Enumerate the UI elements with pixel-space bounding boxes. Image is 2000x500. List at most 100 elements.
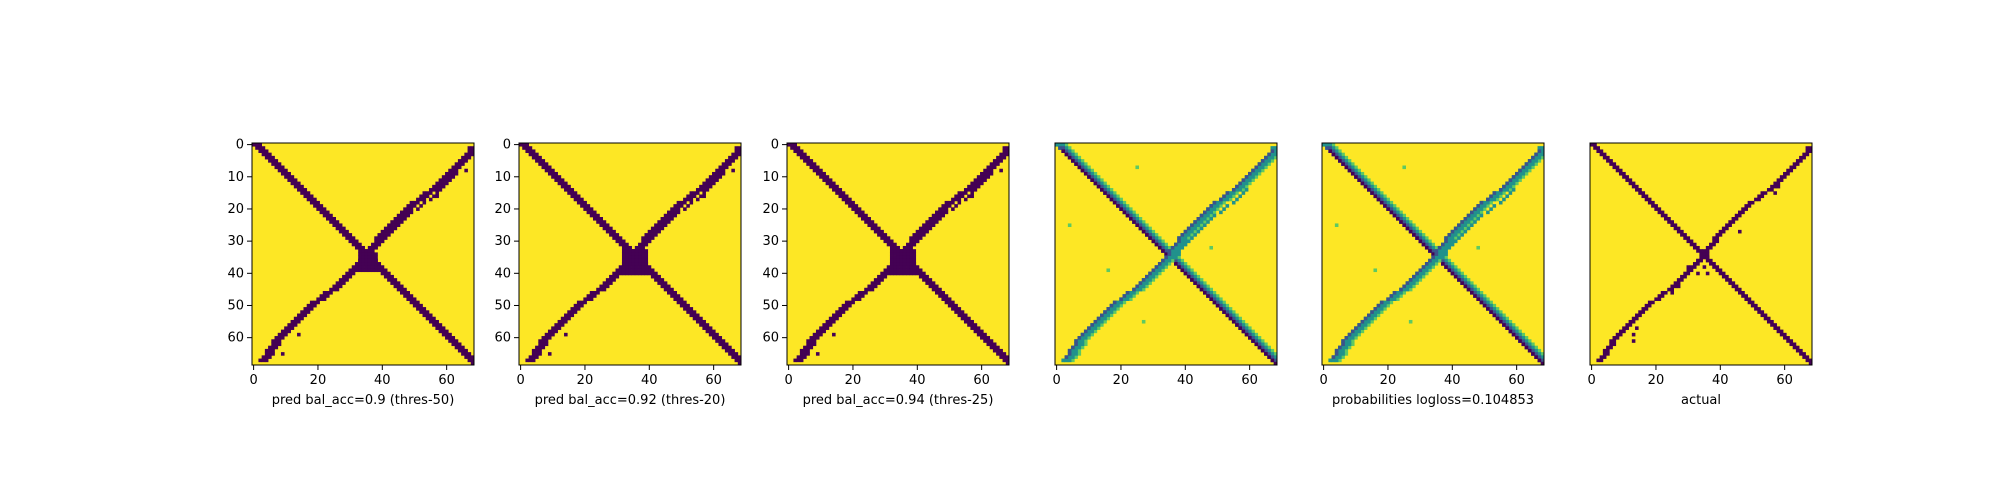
heatmap-cell xyxy=(1531,352,1535,356)
heatmap-cell xyxy=(663,281,668,285)
heatmap-cell xyxy=(290,326,295,330)
heatmap-cell xyxy=(367,249,372,253)
heatmap-cell xyxy=(586,294,591,298)
heatmap-cell xyxy=(1090,171,1094,176)
heatmap-cell xyxy=(718,175,723,179)
heatmap-cell xyxy=(303,307,308,311)
heatmap-cell xyxy=(912,268,917,273)
heatmap-cell xyxy=(364,252,369,256)
heatmap-cell xyxy=(996,348,1000,353)
heatmap-cell xyxy=(1502,188,1506,192)
heatmap-cell xyxy=(1222,197,1226,202)
heatmap-cell xyxy=(1524,339,1529,343)
x-tick-label: 20 xyxy=(310,373,327,388)
heatmap-cell xyxy=(1524,342,1529,347)
heatmap-cell xyxy=(1334,146,1339,150)
heatmap-cell xyxy=(1392,291,1397,295)
heatmap-cell xyxy=(1444,239,1448,244)
heatmap-cell xyxy=(1151,274,1156,279)
heatmap-cell xyxy=(1196,229,1201,234)
heatmap-cell xyxy=(973,184,978,189)
heatmap-cell xyxy=(445,175,449,179)
heatmap-cell xyxy=(1731,220,1736,224)
heatmap-cell xyxy=(1074,339,1078,343)
heatmap-cell xyxy=(877,233,881,237)
heatmap-cell xyxy=(1328,358,1332,363)
heatmap-cell xyxy=(676,294,681,298)
heatmap-cell xyxy=(470,152,475,157)
heatmap-cell xyxy=(1067,355,1072,359)
heatmap-cell xyxy=(435,191,439,195)
heatmap-cell xyxy=(387,223,391,227)
heatmap-cell xyxy=(1190,268,1194,273)
secondary-teal xyxy=(1441,188,1516,260)
heatmap-cell xyxy=(799,348,804,353)
heatmap-cell xyxy=(609,274,613,279)
heatmap-cell xyxy=(641,245,645,250)
heatmap-cell xyxy=(712,329,716,334)
heatmap-cell xyxy=(290,319,295,324)
y-tick-label: 50 xyxy=(227,298,244,313)
heatmap-cell xyxy=(1209,287,1213,292)
heatmap-cell xyxy=(1119,200,1123,205)
heatmap-cell xyxy=(663,223,668,227)
heatmap-cell xyxy=(889,249,894,253)
heatmap-cell xyxy=(425,191,430,195)
heatmap-cell xyxy=(1370,184,1374,189)
heatmap-cell xyxy=(303,310,308,314)
heatmap-cell xyxy=(1689,265,1694,269)
heatmap-cell xyxy=(293,323,298,327)
heatmap-cell xyxy=(1135,213,1139,218)
heatmap-cell xyxy=(1174,262,1178,266)
heatmap-cell xyxy=(925,220,929,224)
heatmap-cell xyxy=(1376,188,1381,192)
heatmap-cell xyxy=(280,332,285,337)
heatmap-cell xyxy=(657,281,661,285)
heatmap-cell xyxy=(922,233,926,237)
heatmap-cell xyxy=(396,284,401,289)
heatmap-cell xyxy=(271,348,275,353)
heatmap-cell xyxy=(851,300,855,305)
heatmap-cell xyxy=(1721,226,1726,231)
heatmap-cell xyxy=(705,329,710,334)
heatmap-cell xyxy=(1802,152,1806,157)
heatmap-cell xyxy=(803,159,807,163)
heatmap-cell xyxy=(1457,233,1461,237)
heatmap-cell xyxy=(896,265,900,269)
heatmap-cell xyxy=(634,249,639,253)
heatmap-cell xyxy=(1238,194,1242,199)
x-tick-label: 20 xyxy=(1648,373,1665,388)
heatmap-cell xyxy=(1225,310,1230,314)
heatmap-cell xyxy=(1421,242,1426,247)
heatmap-cell xyxy=(1673,281,1678,285)
heatmap-cell xyxy=(724,345,729,350)
heatmap-cell xyxy=(1473,220,1477,224)
heatmap-cell xyxy=(883,268,888,273)
heatmap-cell xyxy=(309,303,314,308)
heatmap-cell xyxy=(358,242,362,247)
heatmap-cell xyxy=(1402,220,1406,224)
heatmap-cell xyxy=(1058,146,1062,150)
heatmap-cell xyxy=(1116,303,1120,308)
heatmap-cell xyxy=(342,229,346,234)
heatmap-cell xyxy=(1106,184,1111,189)
heatmap-cell xyxy=(306,310,311,314)
heatmap-cell xyxy=(1705,252,1710,256)
heatmap-cell xyxy=(970,188,974,192)
heatmap-cell xyxy=(538,352,542,356)
heatmap-cell xyxy=(1773,191,1777,195)
heatmap-cell xyxy=(1447,236,1452,240)
heatmap-cell xyxy=(1334,223,1339,227)
heatmap-cell xyxy=(1408,223,1413,227)
heatmap-cell xyxy=(699,184,703,189)
heatmap-cell xyxy=(1248,171,1252,176)
heatmap-cell xyxy=(1511,326,1516,330)
heatmap-cell xyxy=(641,255,645,260)
heatmap-cell xyxy=(1363,319,1368,324)
heatmap-cell xyxy=(935,291,939,295)
heatmap-cell xyxy=(1116,204,1120,208)
heatmap-cell xyxy=(1122,204,1127,208)
heatmap-cell xyxy=(1686,239,1691,244)
heatmap-cell xyxy=(679,300,684,305)
heatmap-cell xyxy=(1676,281,1681,285)
